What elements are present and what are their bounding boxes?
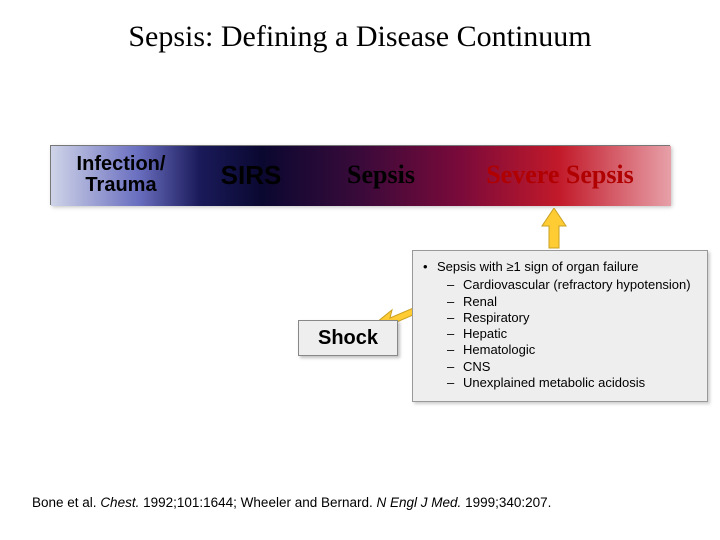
- callout-box: • Sepsis with ≥1 sign of organ failure –…: [412, 250, 708, 402]
- callout-lead-text: Sepsis with ≥1 sign of organ failure: [437, 259, 639, 275]
- list-item-text: Hematologic: [463, 342, 535, 358]
- dash-icon: –: [447, 310, 463, 326]
- callout-list: –Cardiovascular (refractory hypotension)…: [447, 277, 697, 391]
- list-item-text: Respiratory: [463, 310, 529, 326]
- list-item: –Cardiovascular (refractory hypotension): [447, 277, 697, 293]
- citation: Bone et al. Chest. 1992;101:1644; Wheele…: [32, 495, 692, 510]
- stage-sirs: SIRS: [191, 160, 311, 191]
- list-item-text: Renal: [463, 294, 497, 310]
- continuum-labels: Infection/ Trauma SIRS Sepsis Severe Sep…: [51, 146, 669, 204]
- dash-icon: –: [447, 294, 463, 310]
- list-item: –Unexplained metabolic acidosis: [447, 375, 697, 391]
- citation-mid1: 1992;101:1644; Wheeler and Bernard.: [139, 495, 376, 510]
- dash-icon: –: [447, 375, 463, 391]
- stage-infection: Infection/ Trauma: [51, 154, 191, 196]
- list-item-text: Unexplained metabolic acidosis: [463, 375, 645, 391]
- shock-label: Shock: [318, 327, 378, 350]
- stage-sepsis: Sepsis: [311, 160, 451, 190]
- slide-title: Sepsis: Defining a Disease Continuum: [0, 20, 720, 54]
- dash-icon: –: [447, 277, 463, 293]
- citation-pre: Bone et al.: [32, 495, 100, 510]
- citation-journal1: Chest.: [100, 495, 139, 510]
- slide-root: Sepsis: Defining a Disease Continuum In: [0, 0, 720, 540]
- list-item-text: CNS: [463, 359, 490, 375]
- stage-infection-l1: Infection/: [51, 154, 191, 175]
- stage-infection-l2: Trauma: [51, 175, 191, 196]
- shock-box: Shock: [298, 320, 398, 356]
- bullet-icon: •: [423, 259, 437, 275]
- list-item: –CNS: [447, 359, 697, 375]
- stage-severe-sepsis: Severe Sepsis: [451, 160, 669, 190]
- list-item: –Hematologic: [447, 342, 697, 358]
- citation-tail: 1999;340:207.: [461, 495, 551, 510]
- list-item: –Hepatic: [447, 326, 697, 342]
- list-item-text: Hepatic: [463, 326, 507, 342]
- citation-journal2: N Engl J Med.: [377, 495, 462, 510]
- list-item: –Respiratory: [447, 310, 697, 326]
- dash-icon: –: [447, 359, 463, 375]
- dash-icon: –: [447, 342, 463, 358]
- list-item-text: Cardiovascular (refractory hypotension): [463, 277, 691, 293]
- arrow-up-icon: [540, 208, 568, 250]
- continuum-bar: Infection/ Trauma SIRS Sepsis Severe Sep…: [50, 145, 670, 205]
- callout-lead: • Sepsis with ≥1 sign of organ failure: [423, 259, 697, 275]
- dash-icon: –: [447, 326, 463, 342]
- list-item: –Renal: [447, 294, 697, 310]
